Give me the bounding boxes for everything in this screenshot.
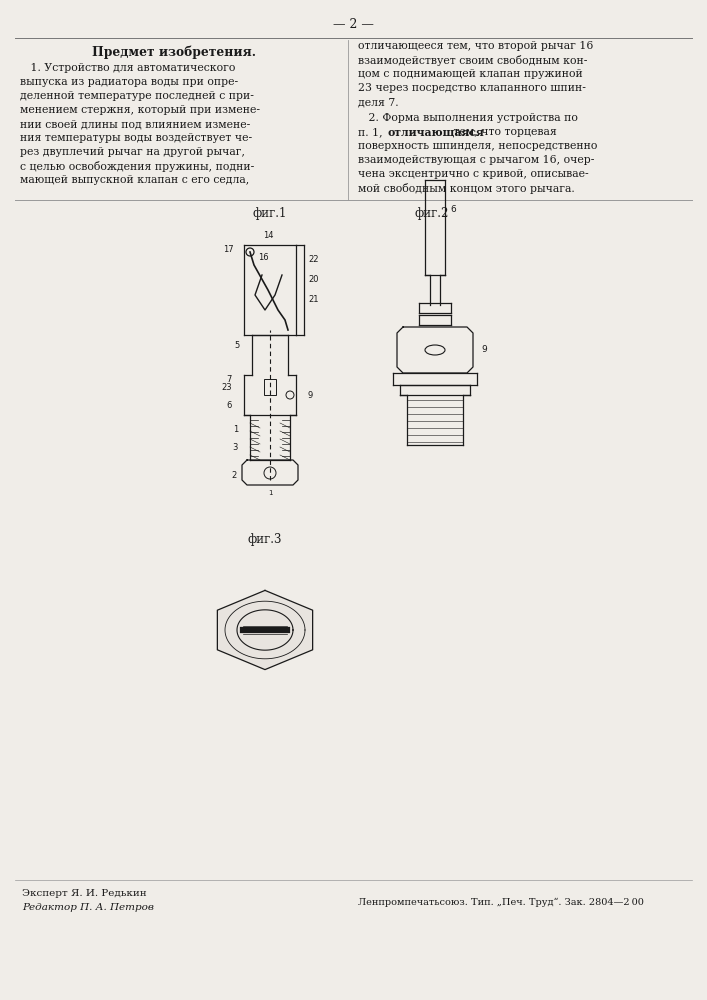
Bar bbox=[264, 379, 276, 395]
Text: 1: 1 bbox=[268, 490, 272, 496]
Text: 21: 21 bbox=[308, 296, 318, 304]
Text: деля 7.: деля 7. bbox=[358, 97, 399, 107]
Text: фиг.1: фиг.1 bbox=[253, 207, 287, 220]
Text: 6: 6 bbox=[450, 206, 456, 215]
Text: 2: 2 bbox=[232, 471, 237, 480]
Text: 17: 17 bbox=[223, 245, 234, 254]
Text: взаимодействует своим свободным кон-: взаимодействует своим свободным кон- bbox=[358, 54, 588, 66]
Text: цом с поднимающей клапан пружиной: цом с поднимающей клапан пружиной bbox=[358, 69, 583, 79]
Text: 16: 16 bbox=[258, 252, 269, 261]
Text: фиг.3: фиг.3 bbox=[247, 534, 282, 546]
Text: 7: 7 bbox=[227, 375, 232, 384]
Text: выпуска из радиатора воды при опре-: выпуска из радиатора воды при опре- bbox=[20, 77, 238, 87]
Text: 20: 20 bbox=[308, 275, 318, 284]
Text: поверхность шпинделя, непосредственно: поверхность шпинделя, непосредственно bbox=[358, 141, 597, 151]
Text: 1: 1 bbox=[233, 426, 238, 434]
Text: — 2 —: — 2 — bbox=[332, 18, 373, 31]
Text: с целью освобождения пружины, подни-: с целью освобождения пружины, подни- bbox=[20, 160, 255, 172]
Text: 22: 22 bbox=[308, 255, 318, 264]
Text: 1. Устройство для автоматического: 1. Устройство для автоматического bbox=[20, 63, 235, 73]
Text: 23 через посредство клапанного шпин-: 23 через посредство клапанного шпин- bbox=[358, 83, 586, 93]
Text: Предмет изобретения.: Предмет изобретения. bbox=[92, 45, 256, 59]
Text: мающей выпускной клапан с его седла,: мающей выпускной клапан с его седла, bbox=[20, 175, 250, 185]
Text: п. 1,: п. 1, bbox=[358, 127, 386, 137]
Text: 3: 3 bbox=[233, 442, 238, 452]
Text: взаимодействующая с рычагом 16, очер-: взаимодействующая с рычагом 16, очер- bbox=[358, 155, 595, 165]
Text: деленной температуре последней с при-: деленной температуре последней с при- bbox=[20, 91, 254, 101]
Text: отличающееся тем, что второй рычаг 16: отличающееся тем, что второй рычаг 16 bbox=[358, 41, 593, 51]
Text: мой свободным концом этого рычага.: мой свободным концом этого рычага. bbox=[358, 182, 575, 194]
Text: отличающаяся: отличающаяся bbox=[388, 126, 485, 137]
Polygon shape bbox=[217, 590, 312, 670]
Text: менением стержня, который при измене-: менением стержня, который при измене- bbox=[20, 105, 260, 115]
Text: нии своей длины под влиянием измене-: нии своей длины под влиянием измене- bbox=[20, 119, 250, 129]
Text: 9: 9 bbox=[481, 346, 486, 355]
Text: ния температуры воды воздействует че-: ния температуры воды воздействует че- bbox=[20, 133, 252, 143]
Text: Ленпромпечатьсоюз. Тип. „Печ. Труд“. Зак. 2804—2 00: Ленпромпечатьсоюз. Тип. „Печ. Труд“. Зак… bbox=[358, 897, 644, 907]
Text: 2. Форма выполнения устройства по: 2. Форма выполнения устройства по bbox=[358, 113, 578, 123]
Text: тем, что торцевая: тем, что торцевая bbox=[450, 127, 556, 137]
Text: 6: 6 bbox=[227, 400, 232, 410]
Text: 5: 5 bbox=[235, 340, 240, 350]
Text: 14: 14 bbox=[263, 231, 273, 240]
Text: фиг.2: фиг.2 bbox=[415, 207, 449, 220]
Text: 23: 23 bbox=[221, 383, 232, 392]
Text: Эксперт Я. И. Редькин: Эксперт Я. И. Редькин bbox=[22, 888, 146, 898]
Text: чена эксцентрично с кривой, описывае-: чена эксцентрично с кривой, описывае- bbox=[358, 169, 589, 179]
Text: рез двуплечий рычаг на другой рычаг,: рез двуплечий рычаг на другой рычаг, bbox=[20, 147, 245, 157]
Text: 9: 9 bbox=[308, 390, 313, 399]
Text: Редактор П. А. Петров: Редактор П. А. Петров bbox=[22, 904, 154, 912]
